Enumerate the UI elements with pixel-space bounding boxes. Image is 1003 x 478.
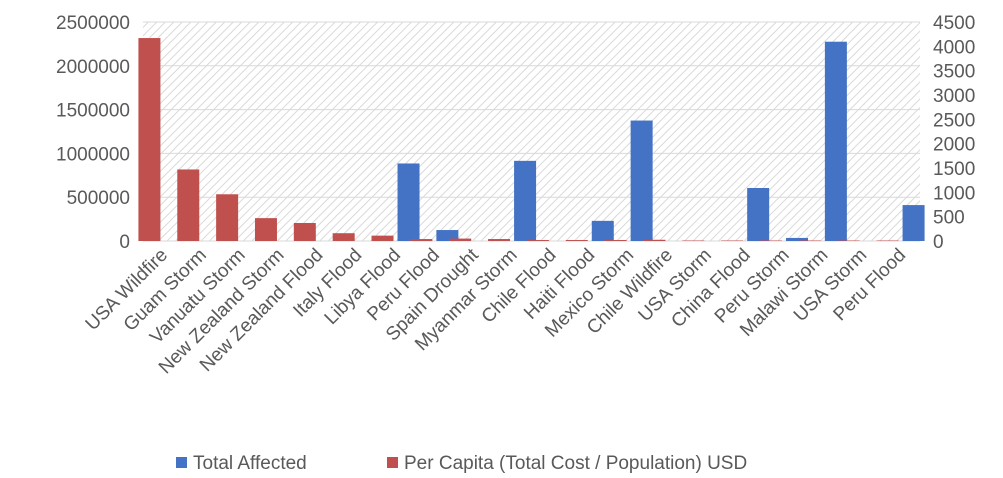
legend-label: Per Capita (Total Cost / Population) USD xyxy=(404,453,747,474)
bar-total-affected xyxy=(630,120,653,241)
right-tick-label: 4500 xyxy=(933,13,975,34)
left-tick-label: 0 xyxy=(119,232,130,253)
bar-per-capita xyxy=(332,233,355,241)
left-axis: 0 500000 1000000 1500000 2000000 2500000 xyxy=(56,13,130,253)
left-tick-label: 2500000 xyxy=(56,13,130,34)
bar-per-capita xyxy=(410,239,433,241)
bar-per-capita xyxy=(604,240,627,241)
bar-per-capita xyxy=(488,239,511,241)
legend-label: Total Affected xyxy=(193,453,307,474)
right-tick-label: 0 xyxy=(933,232,944,253)
bar-total-affected xyxy=(591,220,614,241)
bar-total-affected xyxy=(397,163,420,241)
legend: Total Affected Per Capita (Total Cost / P… xyxy=(176,453,747,474)
right-tick-label: 2000 xyxy=(933,135,975,156)
right-tick-label: 3000 xyxy=(933,86,975,107)
bar-per-capita xyxy=(177,169,200,241)
bar-per-capita xyxy=(526,240,549,241)
bar-per-capita xyxy=(216,194,239,241)
bar-per-capita xyxy=(293,222,316,241)
left-tick-label: 500000 xyxy=(67,188,130,209)
left-tick-label: 1500000 xyxy=(56,101,130,122)
bar-per-capita xyxy=(254,218,277,241)
left-tick-label: 2000000 xyxy=(56,57,130,78)
legend-swatch xyxy=(387,457,398,468)
right-axis: 0 500 1000 1500 2000 2500 3000 3500 4000 4500 xyxy=(933,13,975,253)
bar-per-capita xyxy=(565,240,588,241)
right-tick-label: 1500 xyxy=(933,159,975,180)
bar-total-affected xyxy=(786,237,809,241)
right-tick-label: 4000 xyxy=(933,37,975,58)
bar-total-affected xyxy=(824,41,847,242)
right-tick-label: 1000 xyxy=(933,183,975,204)
bar-total-affected xyxy=(514,160,537,241)
right-tick-label: 2500 xyxy=(933,110,975,131)
bar-per-capita xyxy=(371,235,394,241)
bar-per-capita xyxy=(449,238,472,241)
left-tick-label: 1000000 xyxy=(56,144,130,165)
bars xyxy=(138,38,925,242)
bar-total-affected xyxy=(436,230,459,241)
bar-per-capita xyxy=(643,239,666,241)
right-tick-label: 3500 xyxy=(933,62,975,83)
right-tick-label: 500 xyxy=(933,208,965,229)
bar-per-capita xyxy=(138,38,161,242)
legend-swatch xyxy=(176,457,187,468)
bar-total-affected xyxy=(902,205,925,241)
bar-total-affected xyxy=(747,188,770,241)
